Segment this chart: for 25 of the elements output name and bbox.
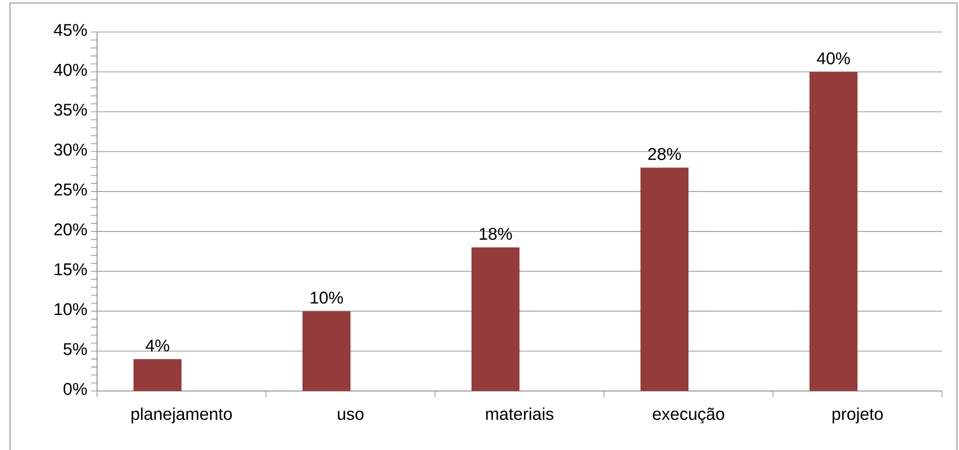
bar bbox=[472, 247, 520, 391]
y-tick-label: 25% bbox=[54, 183, 87, 196]
y-tick-label: 15% bbox=[54, 263, 87, 276]
data-label: 10% bbox=[310, 292, 343, 304]
x-tick-label: planejamento bbox=[132, 408, 232, 424]
bar bbox=[809, 72, 858, 391]
data-label: 18% bbox=[480, 228, 512, 240]
x-tick-label: uso bbox=[338, 410, 364, 420]
bar bbox=[640, 168, 688, 391]
data-label: 28% bbox=[648, 148, 681, 160]
bar bbox=[134, 359, 182, 391]
y-tick-label: 45% bbox=[54, 24, 87, 36]
x-tick-label: projeto bbox=[832, 408, 883, 424]
data-label: 40% bbox=[816, 52, 850, 64]
y-tick-label: 0% bbox=[64, 382, 87, 395]
x-tick-label: execução bbox=[652, 408, 724, 424]
y-tick-label: 40% bbox=[54, 64, 87, 76]
y-tick-label: 5% bbox=[64, 343, 87, 356]
data-label: 4% bbox=[146, 340, 170, 352]
y-tick-label: 30% bbox=[54, 144, 87, 156]
y-tick-label: 35% bbox=[54, 104, 87, 116]
y-tick-label: 10% bbox=[54, 303, 87, 316]
bar bbox=[302, 311, 351, 391]
y-tick-label: 20% bbox=[54, 223, 87, 236]
x-tick-label: materiais bbox=[486, 408, 554, 420]
